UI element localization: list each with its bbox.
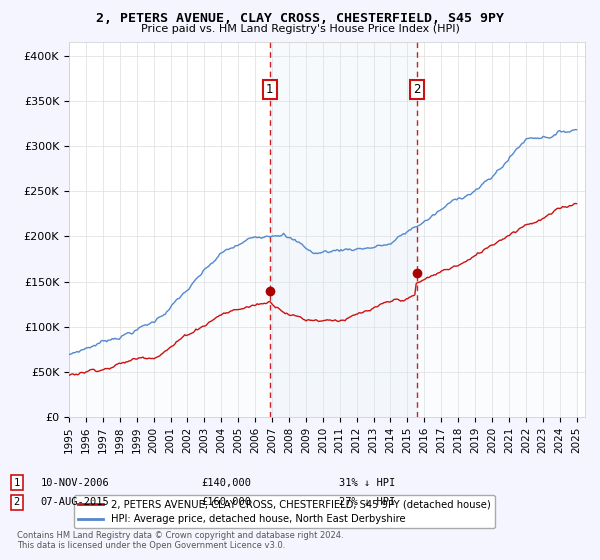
Text: 1: 1 xyxy=(14,478,20,488)
Text: £140,000: £140,000 xyxy=(201,478,251,488)
Legend: 2, PETERS AVENUE, CLAY CROSS, CHESTERFIELD, S45 9PY (detached house), HPI: Avera: 2, PETERS AVENUE, CLAY CROSS, CHESTERFIE… xyxy=(74,496,495,529)
Bar xyxy=(270,42,417,417)
Text: 07-AUG-2015: 07-AUG-2015 xyxy=(41,497,110,507)
Text: 2, PETERS AVENUE, CLAY CROSS, CHESTERFIELD, S45 9PY: 2, PETERS AVENUE, CLAY CROSS, CHESTERFIE… xyxy=(96,12,504,25)
Text: 2: 2 xyxy=(14,497,20,507)
Text: 2: 2 xyxy=(413,83,421,96)
Text: £160,000: £160,000 xyxy=(201,497,251,507)
Text: Contains HM Land Registry data © Crown copyright and database right 2024.
This d: Contains HM Land Registry data © Crown c… xyxy=(17,530,343,550)
Text: 27% ↓ HPI: 27% ↓ HPI xyxy=(339,497,395,507)
Text: Price paid vs. HM Land Registry's House Price Index (HPI): Price paid vs. HM Land Registry's House … xyxy=(140,24,460,34)
Text: 31% ↓ HPI: 31% ↓ HPI xyxy=(339,478,395,488)
Text: 1: 1 xyxy=(266,83,274,96)
Text: 10-NOV-2006: 10-NOV-2006 xyxy=(41,478,110,488)
